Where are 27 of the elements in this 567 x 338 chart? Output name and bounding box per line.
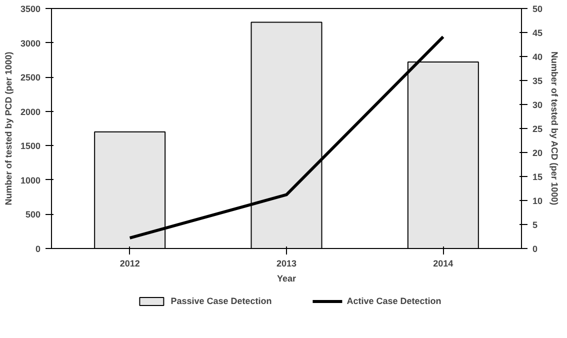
- y-axis-title: Number of tested by PCD (per 1000): [3, 52, 14, 206]
- x-axis-title: Year: [276, 274, 297, 284]
- y2-tick-label: 0: [532, 244, 538, 254]
- y2-tick-label: 20: [532, 148, 543, 158]
- y2-tick-label: 40: [532, 52, 543, 62]
- y-tick-label: 3500: [20, 4, 41, 14]
- y-tick-label: 3000: [20, 38, 41, 48]
- y2-tick-label: 50: [532, 4, 543, 14]
- x-tick-label: 2012: [120, 258, 140, 268]
- x-tick-label: 2014: [433, 258, 454, 268]
- legend-label: Passive Case Detection: [170, 296, 272, 306]
- y2-tick-label: 15: [532, 172, 543, 182]
- y2-tick-label: 30: [532, 100, 543, 110]
- y2-tick-label: 10: [532, 196, 543, 206]
- y-tick-label: 2000: [20, 106, 41, 117]
- y2-tick-label: 35: [532, 76, 543, 86]
- y-tick-label: 0: [35, 244, 41, 254]
- y-tick-label: 500: [25, 210, 41, 220]
- y2-tick-label: 25: [532, 124, 543, 134]
- x-tick-label: 2013: [276, 258, 297, 268]
- y-tick-label: 1000: [20, 175, 41, 186]
- y2-axis-title: Number of tested by ACD (per 1000): [550, 51, 560, 206]
- y-tick-label: 1500: [20, 141, 41, 152]
- y2-tick-label: 45: [532, 28, 543, 38]
- y2-tick-label: 5: [532, 220, 538, 230]
- y-tick-label: 2500: [20, 72, 41, 83]
- legend-label: Active Case Detection: [346, 296, 442, 306]
